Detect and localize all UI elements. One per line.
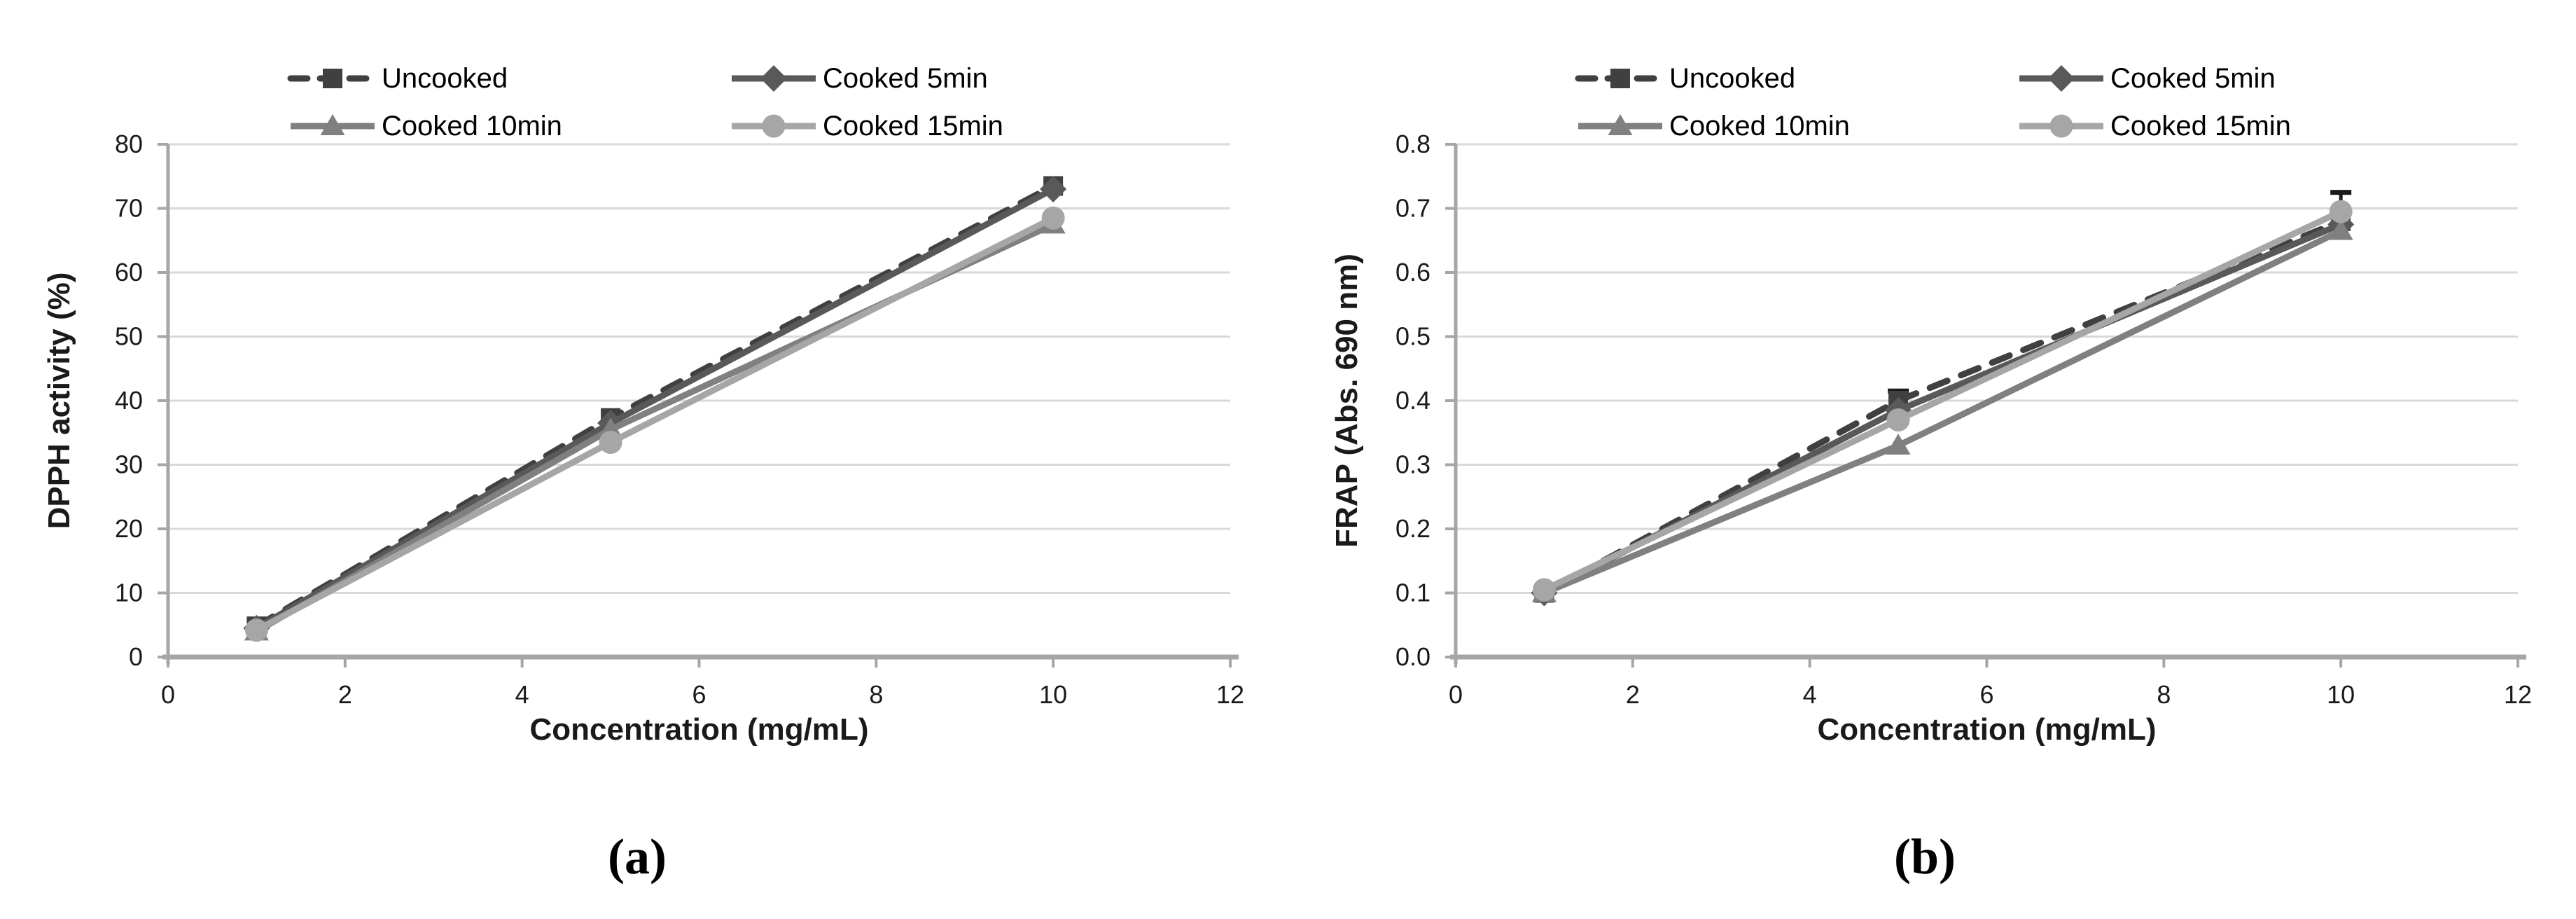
y-tick-label: 0.5 (1395, 322, 1430, 351)
y-tick-label: 0.8 (1395, 130, 1430, 158)
tick-labels: 0 10 20 30 40 50 60 70 80 0 2 4 6 8 10 12 (115, 130, 1244, 709)
legend-label: Cooked 15min (2110, 111, 2291, 141)
x-tick-label: 8 (869, 680, 883, 709)
y-tick-label: 80 (115, 130, 143, 158)
tick-labels: 0.0 0.1 0.2 0.3 0.4 0.5 0.6 0.7 0.8 0 2 4 6 8 10 12 (1395, 130, 2532, 709)
gridlines (1456, 143, 2518, 594)
legend-label: Uncooked (382, 63, 508, 94)
dpph-line-chart: 0 10 20 30 40 50 60 70 80 0 2 4 6 8 10 12 Concentration … (42, 63, 1244, 747)
x-tick-label: 2 (1626, 680, 1640, 709)
x-tick-label: 10 (2327, 680, 2355, 709)
y-tick-label: 0 (129, 642, 143, 671)
y-tick-label: 70 (115, 194, 143, 223)
series-line (255, 215, 1055, 633)
y-tick-label: 0.2 (1395, 514, 1430, 543)
legend-item: Cooked 10min (1578, 111, 1850, 141)
gridlines (168, 143, 1230, 594)
y-tick-label: 0.1 (1395, 579, 1430, 607)
y-tick-label: 0.6 (1395, 258, 1430, 286)
circle-marker (599, 430, 622, 454)
x-tick-label: 4 (1803, 680, 1817, 709)
series-cooked-15min (244, 206, 1065, 642)
x-tick-label: 0 (161, 680, 175, 709)
circle-marker (1041, 206, 1065, 230)
legend-label: Cooked 10min (382, 111, 562, 141)
circle-marker (2049, 114, 2073, 138)
legend-item: Cooked 15min (2019, 111, 2291, 141)
square-marker (1610, 69, 1630, 88)
y-axis-title: DPPH activity (%) (42, 272, 76, 530)
triangle-marker (2328, 219, 2353, 240)
x-tick-label: 6 (692, 680, 706, 709)
chart-panel-a: 0 10 20 30 40 50 60 70 80 0 2 4 6 8 10 12 Concentration … (42, 63, 1244, 885)
axes (1445, 143, 2526, 668)
circle-marker (244, 619, 268, 642)
diamond-marker (2048, 65, 2075, 92)
diamond-marker (1040, 176, 1067, 203)
legend-item: Cooked 15min (732, 111, 1003, 141)
y-axis-title: FRAP (Abs. 690 nm) (1330, 254, 1364, 548)
legend-label: Cooked 10min (1669, 111, 1850, 141)
y-tick-label: 50 (115, 322, 143, 351)
panel-caption-b: (b) (1894, 829, 1956, 885)
x-tick-label: 2 (338, 680, 352, 709)
y-tick-label: 60 (115, 258, 143, 286)
y-tick-label: 0.3 (1395, 450, 1430, 479)
triangle-marker (1886, 434, 1911, 455)
y-tick-label: 30 (115, 450, 143, 479)
x-tick-label: 10 (1039, 680, 1067, 709)
series-line (1543, 228, 2343, 596)
legend-item: Cooked 5min (732, 63, 988, 94)
legend-label: Uncooked (1669, 63, 1795, 94)
square-marker (323, 69, 342, 88)
x-tick-label: 8 (2157, 680, 2171, 709)
series-cooked-10min (1531, 219, 2353, 602)
x-axis-title: Concentration (mg/mL) (530, 712, 869, 747)
circle-marker (2329, 200, 2353, 223)
x-tick-label: 6 (1979, 680, 1993, 709)
legend: Uncooked Cooked 5min Cooked 10min Cooked 15… (1575, 63, 2291, 141)
legend-item: Uncooked (287, 63, 508, 94)
y-tick-label: 0.7 (1395, 194, 1430, 223)
legend: Uncooked Cooked 5min Cooked 10min Cooked 15… (287, 63, 1003, 141)
panel-caption-a: (a) (608, 829, 667, 885)
chart-panel-b: 0.0 0.1 0.2 0.3 0.4 0.5 0.6 0.7 0.8 0 2 4 6 8 10 12 Conc… (1288, 0, 2576, 919)
series-line (255, 221, 1055, 635)
triangle-marker (1608, 114, 1633, 135)
legend-label: Cooked 5min (823, 63, 988, 94)
x-tick-label: 12 (1216, 680, 1244, 709)
legend-item: Uncooked (1575, 63, 1795, 94)
frap-line-chart: 0.0 0.1 0.2 0.3 0.4 0.5 0.6 0.7 0.8 0 2 4 6 8 10 12 Conc… (1330, 63, 2532, 747)
x-tick-label: 4 (515, 680, 529, 709)
y-tick-label: 20 (115, 514, 143, 543)
legend-item: Cooked 5min (2019, 63, 2276, 94)
diamond-marker (760, 65, 787, 92)
y-tick-label: 10 (115, 579, 143, 607)
legend-item: Cooked 10min (291, 111, 562, 141)
series-cooked-15min (1532, 190, 2353, 602)
axes (158, 143, 1239, 668)
x-tick-label: 0 (1449, 680, 1463, 709)
x-axis-title: Concentration (mg/mL) (1818, 712, 2157, 747)
y-tick-label: 0.0 (1395, 642, 1430, 671)
series-line (1543, 221, 2342, 596)
y-tick-label: 0.4 (1395, 386, 1430, 415)
circle-marker (1532, 578, 1556, 602)
y-tick-label: 40 (115, 386, 143, 415)
circle-marker (762, 114, 786, 138)
legend-label: Cooked 5min (2110, 63, 2276, 94)
triangle-marker (320, 114, 345, 135)
legend-label: Cooked 15min (823, 111, 1003, 141)
circle-marker (1886, 408, 1910, 431)
x-tick-label: 12 (2504, 680, 2532, 709)
